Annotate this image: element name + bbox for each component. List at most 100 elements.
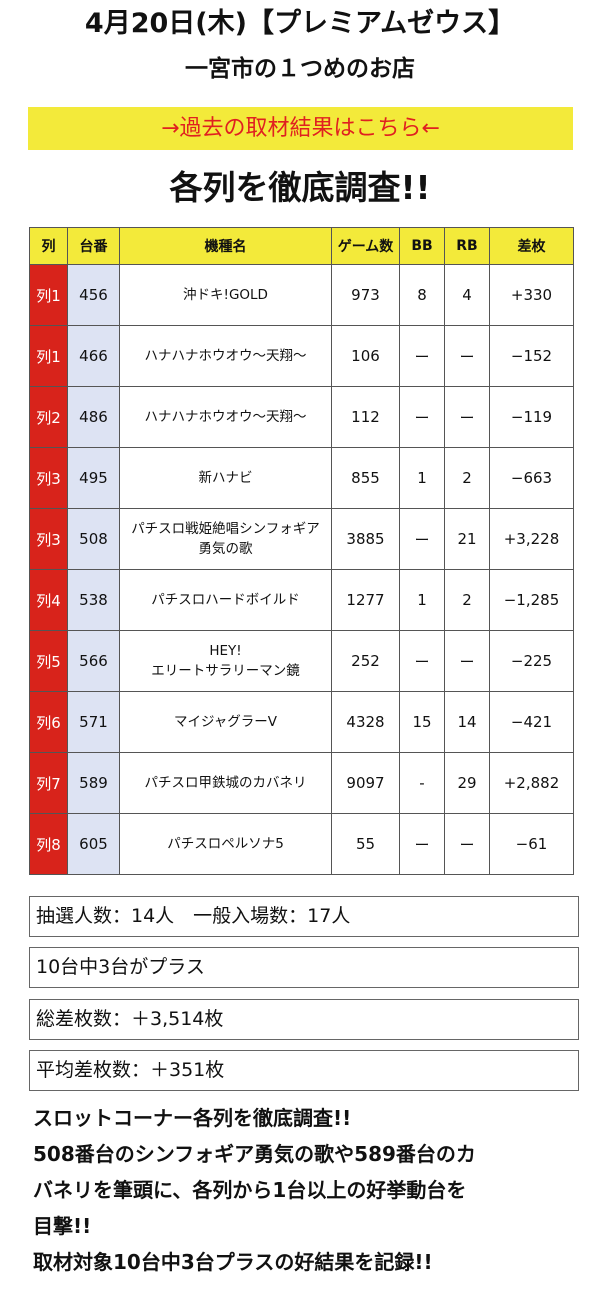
comment-block: スロットコーナー各列を徹底調査!! 508番台のシンフォギア勇気の歌や589番台…: [33, 1100, 573, 1280]
machine-name-line: パチスロハードボイルド: [151, 592, 300, 608]
machine-number-cell: 486: [67, 386, 120, 448]
machine-name-line: 勇気の歌: [198, 541, 253, 557]
games-cell: 4328: [331, 691, 400, 753]
header-col: 列: [29, 227, 68, 265]
plus-count-box: 10台中3台がプラス: [29, 947, 579, 988]
rb-cell: 14: [444, 691, 490, 753]
diff-cell: −225: [489, 630, 574, 692]
machine-name-line: ハナハナホウオウ〜天翔〜: [144, 409, 307, 425]
past-results-link[interactable]: →過去の取材結果はこちら←: [28, 107, 573, 150]
header-bb: BB: [399, 227, 445, 265]
bb-cell: 1: [399, 447, 445, 509]
table-row: 列8 605 パチスロペルソナ5 55 ーー −61: [29, 813, 574, 875]
rb-cell: 21: [444, 508, 490, 570]
table-row: 列3 508 パチスロ戦姫絶唱シンフォギア 勇気の歌 3885 ー 21 +3,228: [29, 508, 574, 570]
row-col-cell: 列6: [29, 691, 68, 753]
table-row: 列1 466 ハナハナホウオウ〜天翔〜 106 ーー −152: [29, 325, 574, 387]
machine-number-cell: 495: [67, 447, 120, 509]
machine-name-cell: 沖ドキ!GOLD: [119, 264, 332, 326]
rb-cell: ー: [444, 325, 490, 387]
machine-number-cell: 538: [67, 569, 120, 631]
row-col-cell: 列3: [29, 508, 68, 570]
bb-cell: ー: [399, 325, 445, 387]
diff-cell: −119: [489, 386, 574, 448]
rb-cell: ー: [444, 813, 490, 875]
bb-cell: ー: [399, 386, 445, 448]
bb-cell: ー: [399, 630, 445, 692]
machine-name-line: ハナハナホウオウ〜天翔〜: [144, 348, 307, 364]
machine-number-cell: 456: [67, 264, 120, 326]
diff-cell: −1,285: [489, 569, 574, 631]
bb-cell: -: [399, 752, 445, 814]
games-cell: 855: [331, 447, 400, 509]
rb-cell: ー: [444, 630, 490, 692]
rb-cell: 2: [444, 447, 490, 509]
machine-name-line: パチスロペルソナ5: [167, 836, 284, 852]
machine-number-cell: 605: [67, 813, 120, 875]
store-subtitle: 一宮市の１つめのお店: [185, 56, 415, 82]
bb-cell: 1: [399, 569, 445, 631]
row-col-cell: 列3: [29, 447, 68, 509]
machine-name-cell: パチスロペルソナ5: [119, 813, 332, 875]
diff-cell: +2,882: [489, 752, 574, 814]
header-rb: RB: [444, 227, 490, 265]
diff-cell: +3,228: [489, 508, 574, 570]
machine-name-cell: 新ハナビ: [119, 447, 332, 509]
date-store-title: 4月20日(木)【プレミアムゼウス】: [84, 8, 516, 39]
bb-cell: ー: [399, 508, 445, 570]
machine-name-line: 新ハナビ: [198, 470, 253, 486]
table-row: 列2 486 ハナハナホウオウ〜天翔〜 112 ーー −119: [29, 386, 574, 448]
games-cell: 106: [331, 325, 400, 387]
machine-name-cell: パチスロ戦姫絶唱シンフォギア 勇気の歌: [119, 508, 332, 570]
rb-cell: 29: [444, 752, 490, 814]
games-cell: 973: [331, 264, 400, 326]
row-col-cell: 列8: [29, 813, 68, 875]
machine-name-cell: パチスロ甲鉄城のカバネリ: [119, 752, 332, 814]
results-table: 列 台番 機種名 ゲーム数 BB RB 差枚 列1 456 沖ドキ!GOLD 973 8…: [29, 227, 574, 875]
machine-number-cell: 571: [67, 691, 120, 753]
header-machine-number: 台番: [67, 227, 120, 265]
machine-name-line: HEY!: [209, 643, 242, 659]
machine-name-cell: ハナハナホウオウ〜天翔〜: [119, 325, 332, 387]
machine-number-cell: 466: [67, 325, 120, 387]
machine-number-cell: 589: [67, 752, 120, 814]
diff-cell: +330: [489, 264, 574, 326]
table-row: 列1 456 沖ドキ!GOLD 973 8 4 +330: [29, 264, 574, 326]
diff-cell: −61: [489, 813, 574, 875]
diff-cell: −421: [489, 691, 574, 753]
header-games: ゲーム数: [331, 227, 400, 265]
header-diff: 差枚: [489, 227, 574, 265]
row-col-cell: 列7: [29, 752, 68, 814]
games-cell: 9097: [331, 752, 400, 814]
table-row: 列6 571 マイジャグラーV 4328 15 14 −421: [29, 691, 574, 753]
comment-line: 取材対象10台中3台プラスの好結果を記録!!: [33, 1250, 433, 1274]
row-col-cell: 列1: [29, 264, 68, 326]
machine-name-line: 沖ドキ!GOLD: [183, 287, 268, 303]
machine-name-line: マイジャグラーV: [173, 714, 278, 730]
table-row: 列5 566 HEY! エリートサラリーマン鏡 252 ーー −225: [29, 630, 574, 692]
games-cell: 252: [331, 630, 400, 692]
games-cell: 55: [331, 813, 400, 875]
diff-cell: −663: [489, 447, 574, 509]
table-row: 列3 495 新ハナビ 855 1 2 −663: [29, 447, 574, 509]
comment-line: バネリを筆頭に、各列から1台以上の好挙動台を: [33, 1178, 467, 1202]
row-col-cell: 列4: [29, 569, 68, 631]
machine-name-line: パチスロ戦姫絶唱シンフォギア: [131, 521, 320, 537]
machine-name-cell: HEY! エリートサラリーマン鏡: [119, 630, 332, 692]
diff-cell: −152: [489, 325, 574, 387]
machine-name-cell: パチスロハードボイルド: [119, 569, 332, 631]
bb-cell: 15: [399, 691, 445, 753]
machine-name-cell: ハナハナホウオウ〜天翔〜: [119, 386, 332, 448]
bb-cell: ー: [399, 813, 445, 875]
comment-line: 目撃!!: [33, 1214, 92, 1238]
machine-number-cell: 508: [67, 508, 120, 570]
machine-name-cell: マイジャグラーV: [119, 691, 332, 753]
machine-name-line: パチスロ甲鉄城のカバネリ: [144, 775, 307, 791]
table-header-row: 列 台番 機種名 ゲーム数 BB RB 差枚: [29, 227, 574, 265]
participants-box: 抽選人数：14人 一般入場数：17人: [29, 896, 579, 937]
row-col-cell: 列5: [29, 630, 68, 692]
table-row: 列7 589 パチスロ甲鉄城のカバネリ 9097-29 +2,882: [29, 752, 574, 814]
header-machine-name: 機種名: [119, 227, 332, 265]
average-diff-box: 平均差枚数：＋351枚: [29, 1050, 579, 1091]
bb-cell: 8: [399, 264, 445, 326]
